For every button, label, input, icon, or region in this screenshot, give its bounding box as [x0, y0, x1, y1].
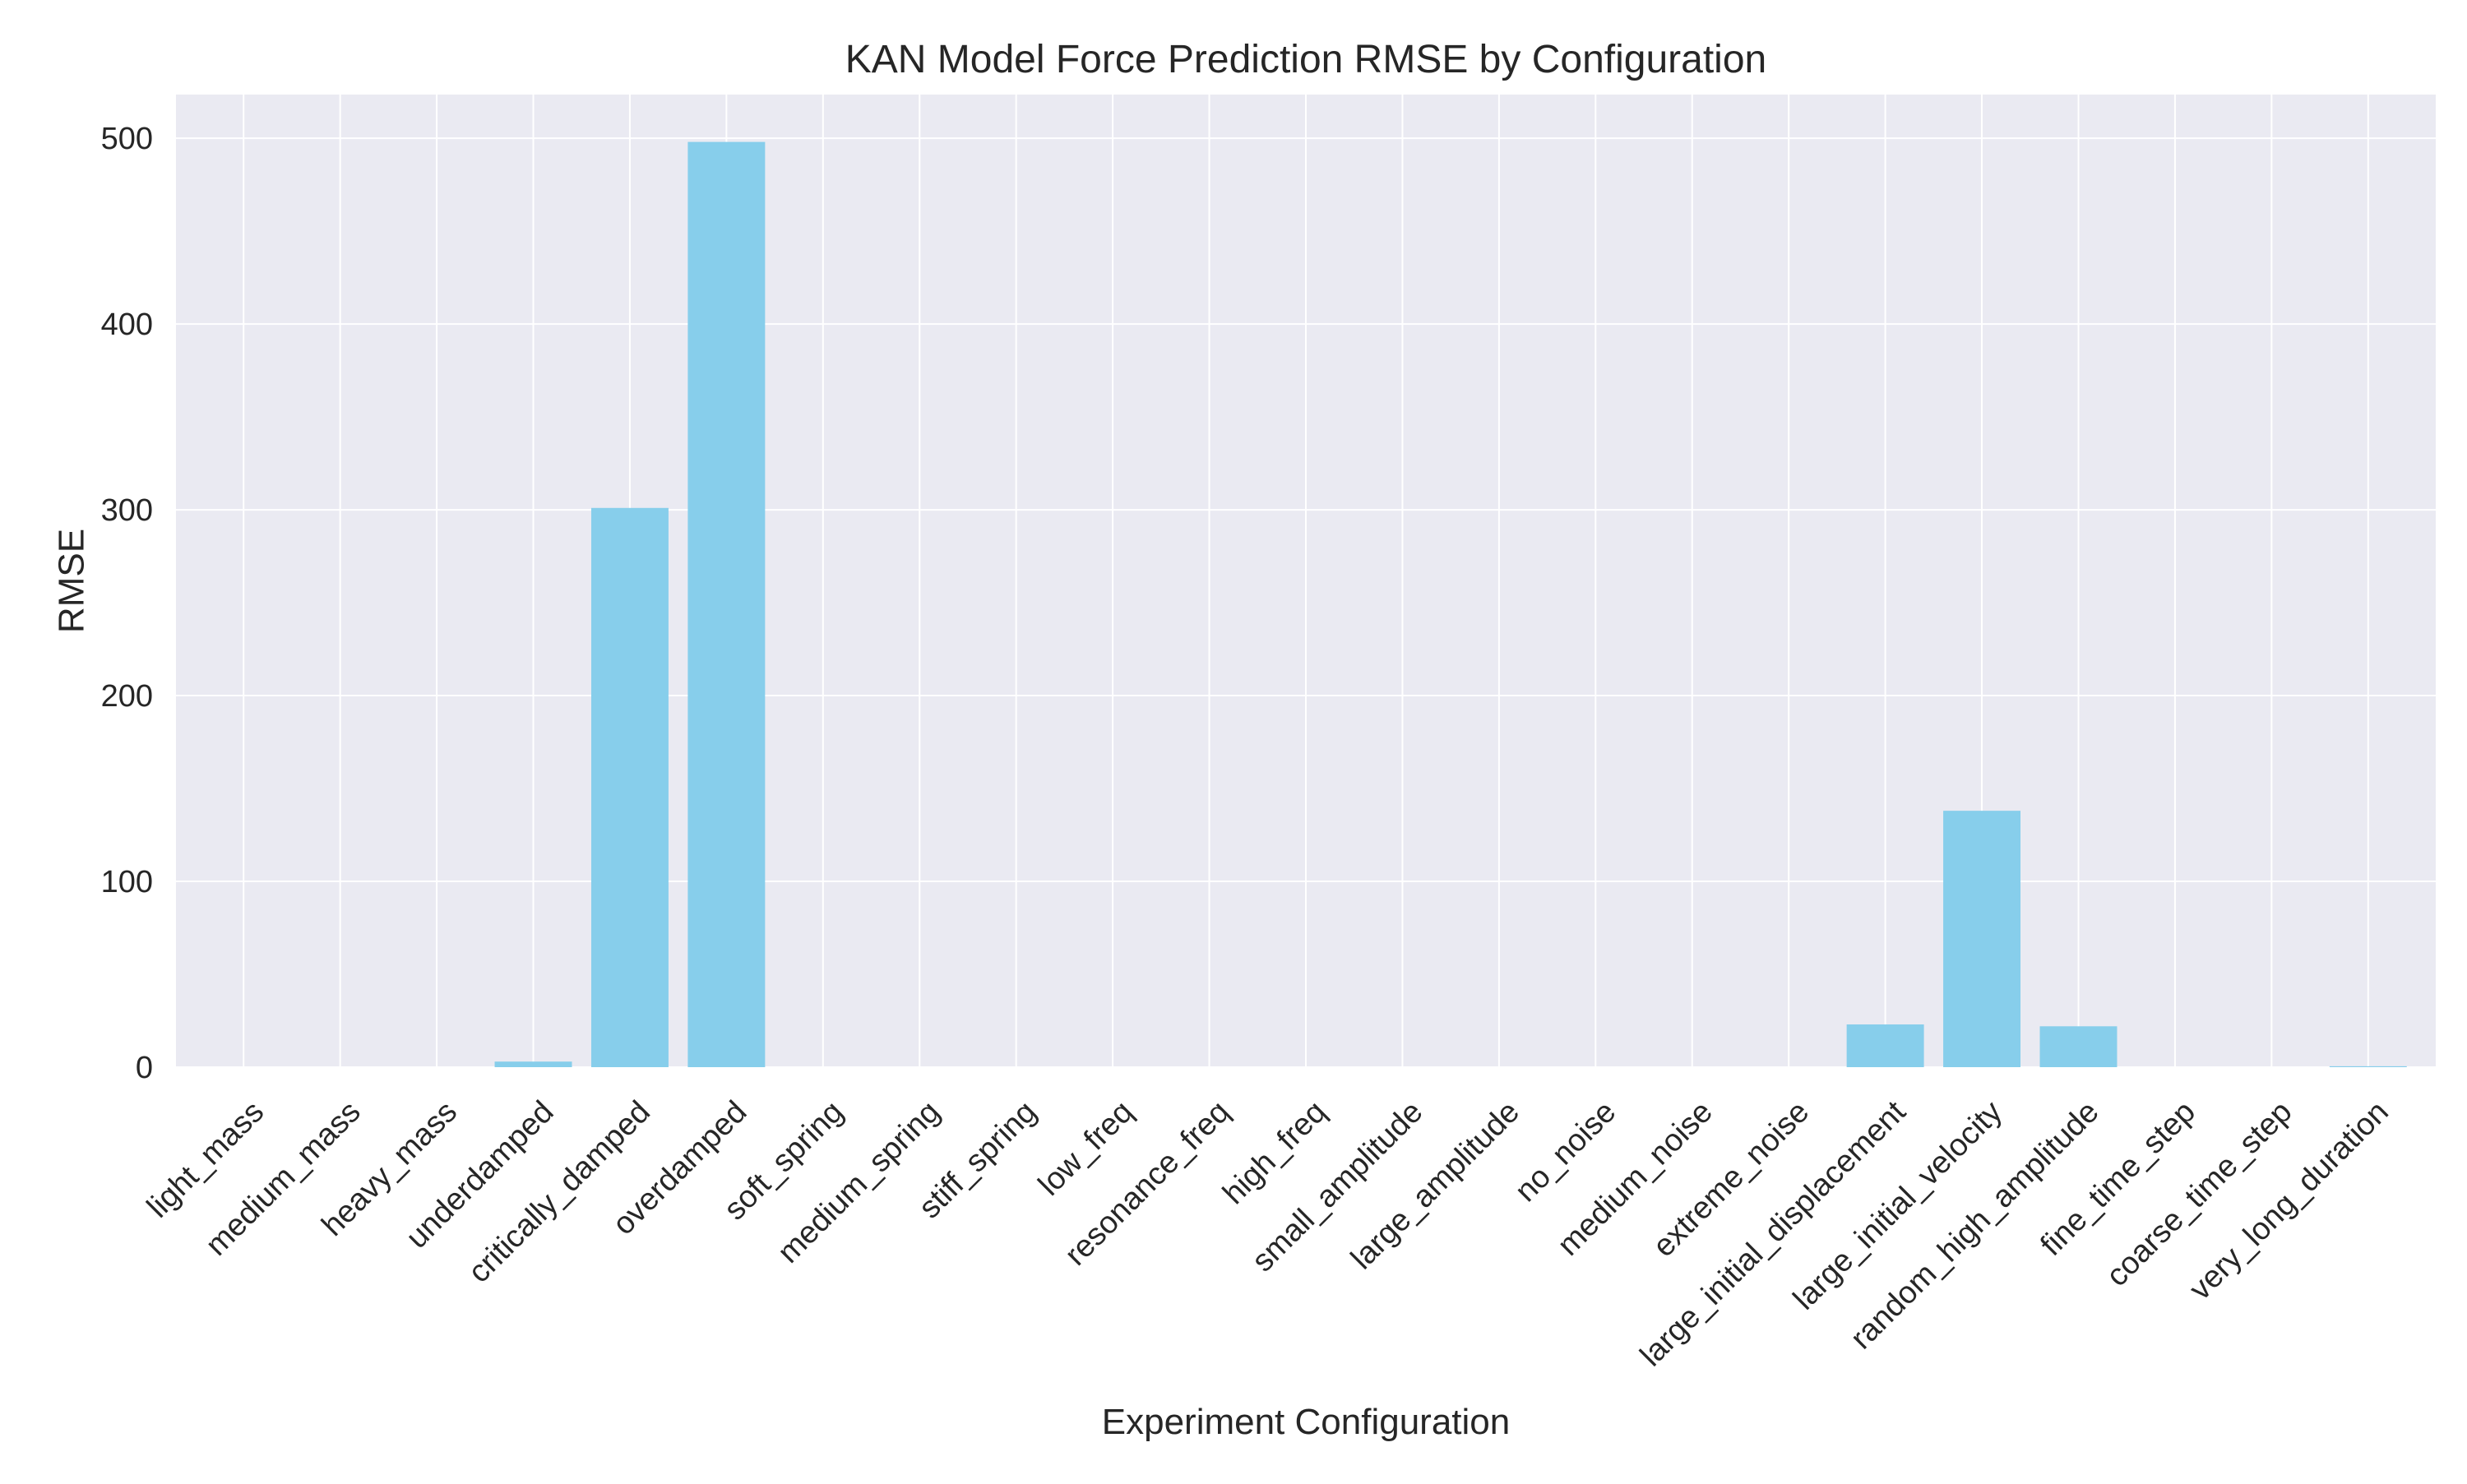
bar-critically-damped: [590, 507, 669, 1067]
y-tick-label: 500: [101, 122, 153, 156]
bar-large-initial-displacement: [1846, 1024, 1924, 1067]
bar-overdamped: [687, 141, 766, 1068]
bar-large-initial-velocity: [1943, 811, 2021, 1067]
bar-underdamped: [494, 1061, 572, 1067]
x-tick-label: resonance_freq: [1058, 1094, 1236, 1272]
x-tick-label: small_amplitude: [1246, 1094, 1430, 1278]
x-tick-labels: light_massmedium_massheavy_massunderdamp…: [141, 1094, 2395, 1373]
x-axis-label: Experiment Configuration: [1102, 1402, 1510, 1442]
y-tick-label: 200: [101, 679, 153, 714]
x-tick-label: large_amplitude: [1345, 1094, 1526, 1276]
x-tick-label: critically_damped: [462, 1094, 657, 1289]
bars: [494, 141, 2407, 1068]
y-tick-labels: 0 100 200 300 400 500: [101, 122, 153, 1085]
chart-title: KAN Model Force Prediction RMSE by Confi…: [845, 38, 1766, 81]
x-tick-label: medium_spring: [771, 1094, 947, 1269]
x-tick-label: coarse_time_step: [2100, 1094, 2299, 1293]
y-tick-label: 100: [101, 865, 153, 899]
y-tick-label: 300: [101, 493, 153, 528]
bar-very-long-duration: [2329, 1066, 2407, 1067]
y-tick-label: 400: [101, 307, 153, 342]
y-tick-label: 0: [136, 1051, 153, 1085]
y-axis-label: RMSE: [52, 529, 92, 633]
bar-random-high-amplitude: [2039, 1026, 2118, 1067]
